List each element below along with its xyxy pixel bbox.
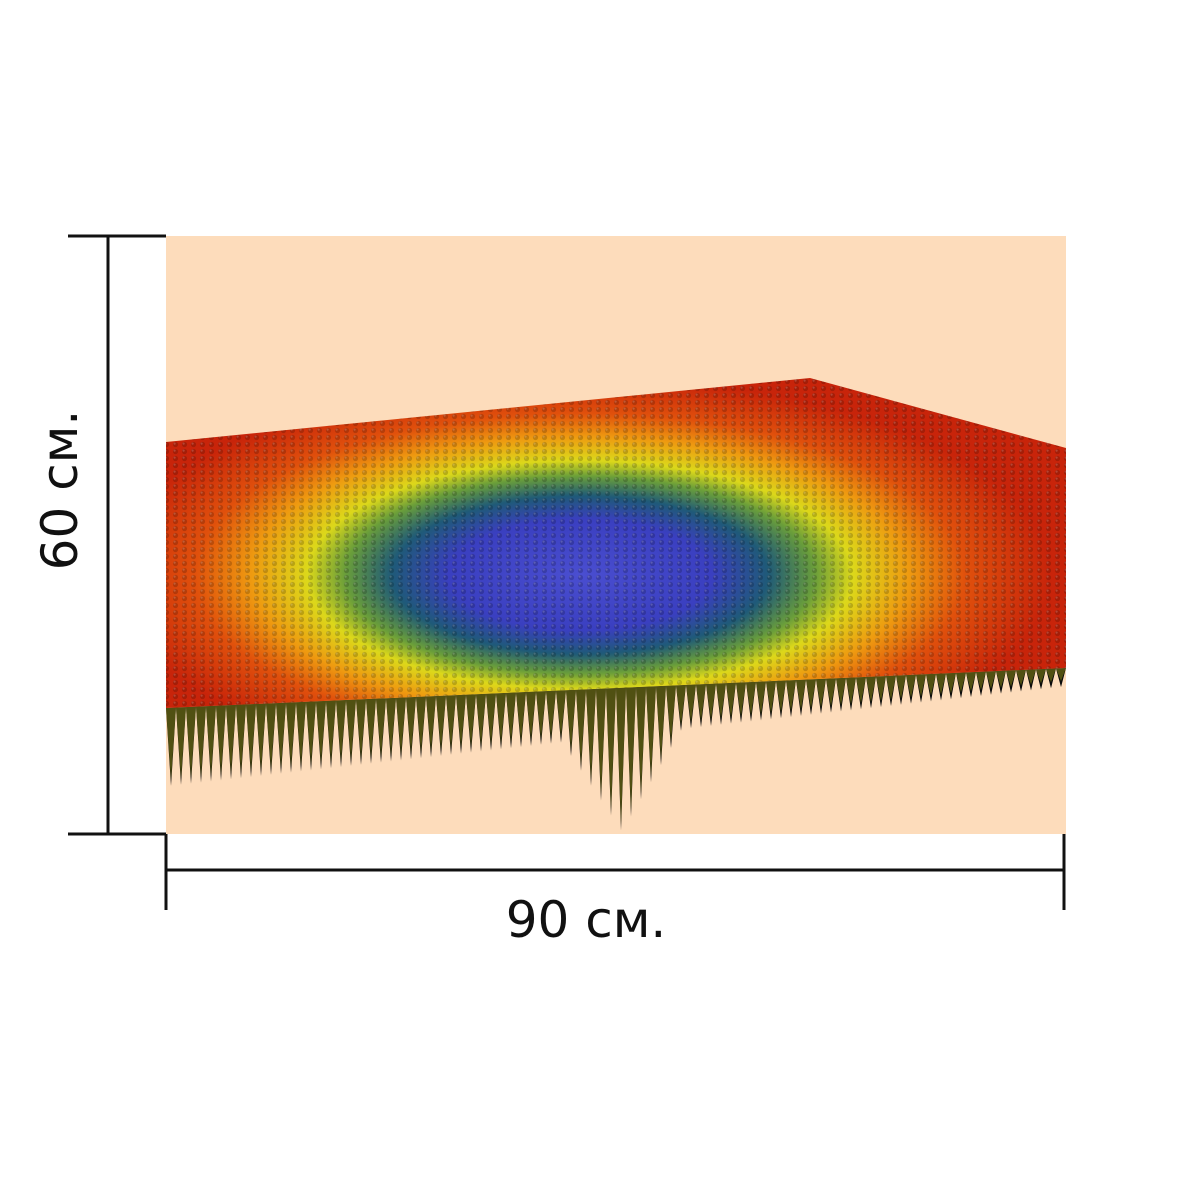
- height-dimension-label: 60 см.: [31, 409, 89, 571]
- width-dimension-line: [164, 834, 1066, 910]
- surface-plot-image: [166, 378, 1066, 831]
- surface-spike-fringe: [166, 668, 1066, 831]
- height-dimension-line: [68, 234, 166, 836]
- spike-highlight: [166, 668, 1066, 825]
- width-dimension-label: 90 см.: [505, 891, 667, 949]
- surface-texture: [166, 378, 1066, 708]
